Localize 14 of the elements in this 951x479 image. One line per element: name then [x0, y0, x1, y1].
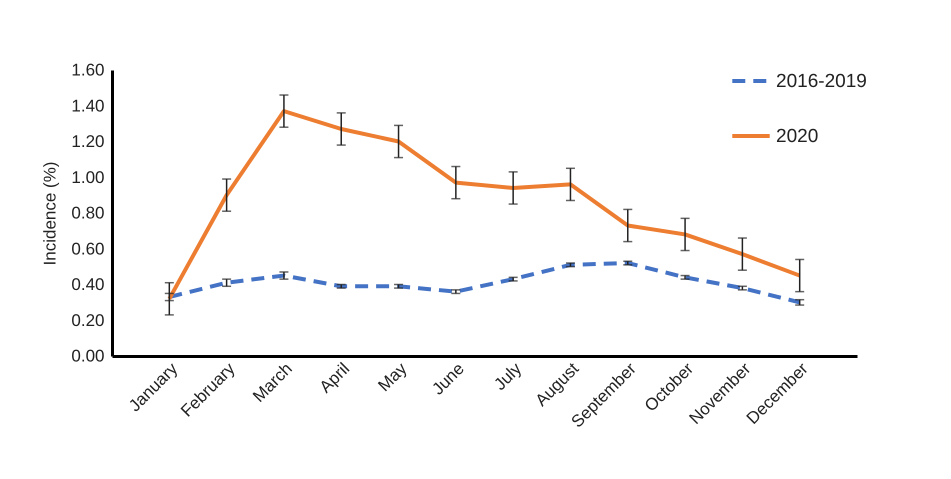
y-tick-label: 1.60: [71, 60, 104, 80]
y-tick-label: 1.20: [71, 132, 104, 151]
y-tick-label: 0.00: [71, 346, 104, 366]
y-tick-label: 1.40: [71, 96, 104, 116]
y-tick-label: 0.60: [71, 239, 104, 258]
legend-label: 2020: [776, 126, 818, 147]
y-tick-label: 0.80: [71, 204, 104, 222]
legend-label: 2016-2019: [776, 71, 867, 92]
x-tick-label: May: [374, 358, 411, 396]
y-tick-label: 0.20: [71, 310, 104, 330]
y-tick-label: 0.40: [71, 275, 104, 294]
y-axis-title: Incidence (%): [40, 162, 60, 266]
x-tick-label: July: [490, 358, 526, 394]
y-tick-label: 1.00: [71, 168, 104, 187]
